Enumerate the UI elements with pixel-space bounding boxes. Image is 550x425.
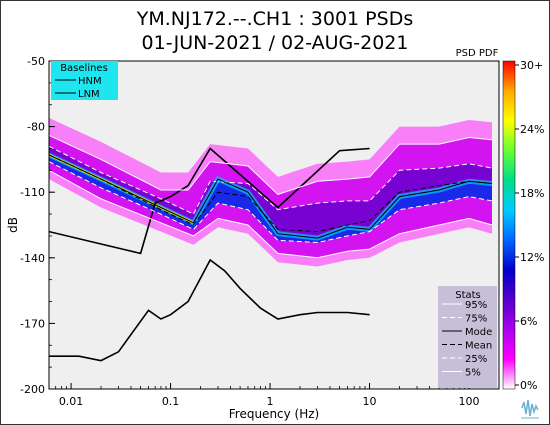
x-axis-label: Frequency (Hz) xyxy=(229,407,320,421)
colorbar-tick-label: 12% xyxy=(520,251,544,264)
colorbar-tick-label: 24% xyxy=(520,123,544,136)
colorbar: PSD PDF 30+ 24% 18% 12% 6% 0% xyxy=(456,48,545,392)
y-tick-label: -110 xyxy=(20,186,45,199)
chart-title: YM.NJ172.--.CH1 : 3001 PSDs xyxy=(136,8,413,30)
chart-subtitle: 01-JUN-2021 / 02-AUG-2021 xyxy=(142,32,409,54)
x-axis: 0.01 0.1 1 10 100 xyxy=(55,383,480,408)
colorbar-tick-label: 30+ xyxy=(520,59,543,72)
plot-border xyxy=(48,60,500,390)
density-band-core xyxy=(49,155,492,243)
y-axis-label: dB xyxy=(6,217,20,233)
stats-legend-label: 95% xyxy=(465,300,487,311)
stat-line-25pct xyxy=(49,161,493,244)
colorbar-tick-label: 0% xyxy=(520,379,537,392)
y-axis: -50 -80 -110 -140 -170 -200 xyxy=(20,55,55,396)
statistic-lines xyxy=(49,134,493,259)
stat-line-mode xyxy=(49,154,493,239)
y-tick-label: -170 xyxy=(20,317,45,330)
lnm-line xyxy=(49,258,370,362)
colorbar-tick-label: 6% xyxy=(520,315,537,328)
pdf-density-band xyxy=(49,117,493,267)
colorbar-gradient xyxy=(502,60,516,390)
y-tick-label: -50 xyxy=(27,55,45,68)
x-tick-label: 10 xyxy=(363,395,377,408)
stats-legend-label: 5% xyxy=(465,368,481,379)
x-tick-label: 1 xyxy=(267,395,274,408)
stats-legend: Stats 95% 75% Mode Mean 25% 5% xyxy=(438,286,497,388)
stat-line-95pct xyxy=(49,134,493,195)
x-tick-label: 100 xyxy=(459,395,480,408)
y-tick-label: -80 xyxy=(27,121,45,134)
colorbar-tick-label: 18% xyxy=(520,187,544,200)
stats-legend-label: 75% xyxy=(465,314,487,325)
stat-line-75pct xyxy=(49,145,493,215)
stats-legend-title: Stats xyxy=(455,290,481,301)
legend-hnm-label: HNM xyxy=(78,76,102,87)
x-tick-label: 0.1 xyxy=(162,395,180,408)
stats-legend-label: Mode xyxy=(465,327,492,338)
baselines-legend-title: Baselines xyxy=(60,63,108,74)
noise-model-lines xyxy=(49,147,370,362)
y-tick-label: -140 xyxy=(20,252,45,265)
stats-legend-label: Mean xyxy=(465,341,492,352)
y-tick-label: -200 xyxy=(20,383,45,396)
density-band-95-5 xyxy=(49,135,492,258)
hnm-line xyxy=(49,147,370,255)
baselines-legend: Baselines HNM LNM xyxy=(51,61,118,100)
legend-lnm-label: LNM xyxy=(78,89,100,100)
colorbar-title: PSD PDF xyxy=(456,48,499,59)
stats-legend-label: 25% xyxy=(465,354,487,365)
stat-line-mean xyxy=(49,154,493,233)
stat-line-5pct xyxy=(49,169,493,259)
waveform-logo xyxy=(521,399,539,419)
x-tick-label: 0.01 xyxy=(59,395,84,408)
